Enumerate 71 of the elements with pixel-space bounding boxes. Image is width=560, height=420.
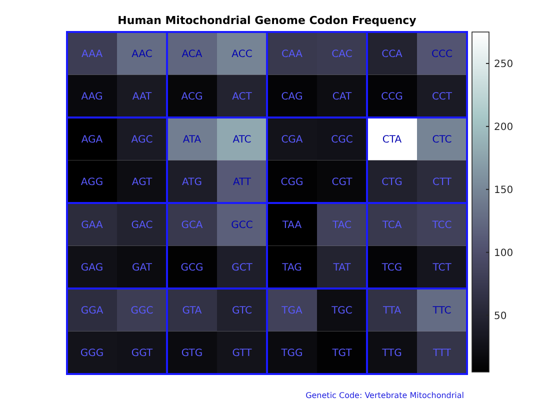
data-label: CTA xyxy=(382,134,402,146)
color-bar-label: 50 xyxy=(494,310,507,322)
data-label: TTG xyxy=(381,348,402,360)
data-label: CCG xyxy=(381,92,403,103)
data-label: ACA xyxy=(182,48,202,60)
data-label: AAA xyxy=(81,48,103,60)
data-label: CTG xyxy=(382,177,402,188)
data-label: TGA xyxy=(280,305,303,316)
data-label: CAG xyxy=(281,92,303,103)
data-label: ATT xyxy=(232,177,252,188)
data-label: AGG xyxy=(80,177,104,188)
data-label: TAA xyxy=(281,220,302,231)
data-label: TAC xyxy=(332,220,352,231)
data-label: CGT xyxy=(332,177,354,188)
data-label: CTC xyxy=(432,134,452,146)
data-label: GAA xyxy=(81,220,104,231)
data-label: CAC xyxy=(332,48,352,60)
data-label: GGC xyxy=(130,305,154,316)
data-label: GAG xyxy=(80,262,104,274)
data-label: GTA xyxy=(182,305,202,316)
color-bar-label: 250 xyxy=(494,58,514,70)
data-label: TTT xyxy=(432,348,452,360)
data-label: ATC xyxy=(232,134,252,146)
data-label: AGC xyxy=(131,134,153,146)
data-label: TTC xyxy=(432,305,452,316)
data-label: AGT xyxy=(132,177,153,188)
text: Genetic Code: Vertebrate Mitochondrial xyxy=(306,391,464,400)
color-bar-label: 100 xyxy=(494,248,514,259)
data-label: GTG xyxy=(181,348,203,360)
data-label: CGG xyxy=(280,177,304,188)
data-label: AAG xyxy=(81,92,103,103)
data-label: CCT xyxy=(432,92,453,103)
data-label: TCT xyxy=(432,262,452,274)
data-label: TAG xyxy=(281,262,302,274)
data-label: ATA xyxy=(182,134,202,146)
data-label: ACC xyxy=(232,48,252,60)
data-label: CGA xyxy=(281,134,303,146)
data-label: GTT xyxy=(232,348,253,360)
data-label: ACG xyxy=(181,92,203,103)
data-label: GCC xyxy=(231,220,253,231)
data-label: CAT xyxy=(332,92,352,103)
data-label: CCC xyxy=(432,48,452,60)
data-label: AAT xyxy=(132,92,153,103)
data-label: TTA xyxy=(382,305,402,316)
data-label: ACT xyxy=(232,92,253,103)
data-label: AGA xyxy=(81,134,103,146)
data-label: ATG xyxy=(182,177,202,188)
data-label: TGT xyxy=(331,348,353,360)
data-label: AAC xyxy=(132,48,152,60)
chart-title: Human Mitochondrial Genome Codon Frequency xyxy=(118,14,416,27)
color-bar-label: 150 xyxy=(494,184,514,196)
data-label: GCG xyxy=(180,262,204,274)
data-label: CTT xyxy=(432,177,452,188)
data-label: TCC xyxy=(431,220,452,231)
data-label: GCA xyxy=(181,220,203,231)
data-label: GGT xyxy=(131,348,154,360)
data-label: TGG xyxy=(280,348,303,360)
data-label: CAA xyxy=(282,48,303,60)
data-label: TAT xyxy=(332,262,352,274)
data-label: GGG xyxy=(80,348,104,360)
data-label: TCG xyxy=(380,262,402,274)
data-label: TCA xyxy=(381,220,402,231)
data-label: TGC xyxy=(330,305,352,316)
data-label: GGA xyxy=(80,305,104,316)
data-label: CGC xyxy=(331,134,353,146)
data-label: GCT xyxy=(232,262,254,274)
data-label: GAT xyxy=(132,262,153,274)
data-label: GTC xyxy=(232,305,252,316)
data-label: GAC xyxy=(131,220,153,231)
data-label: CCA xyxy=(382,48,403,60)
color-bar-label: 200 xyxy=(494,122,514,133)
